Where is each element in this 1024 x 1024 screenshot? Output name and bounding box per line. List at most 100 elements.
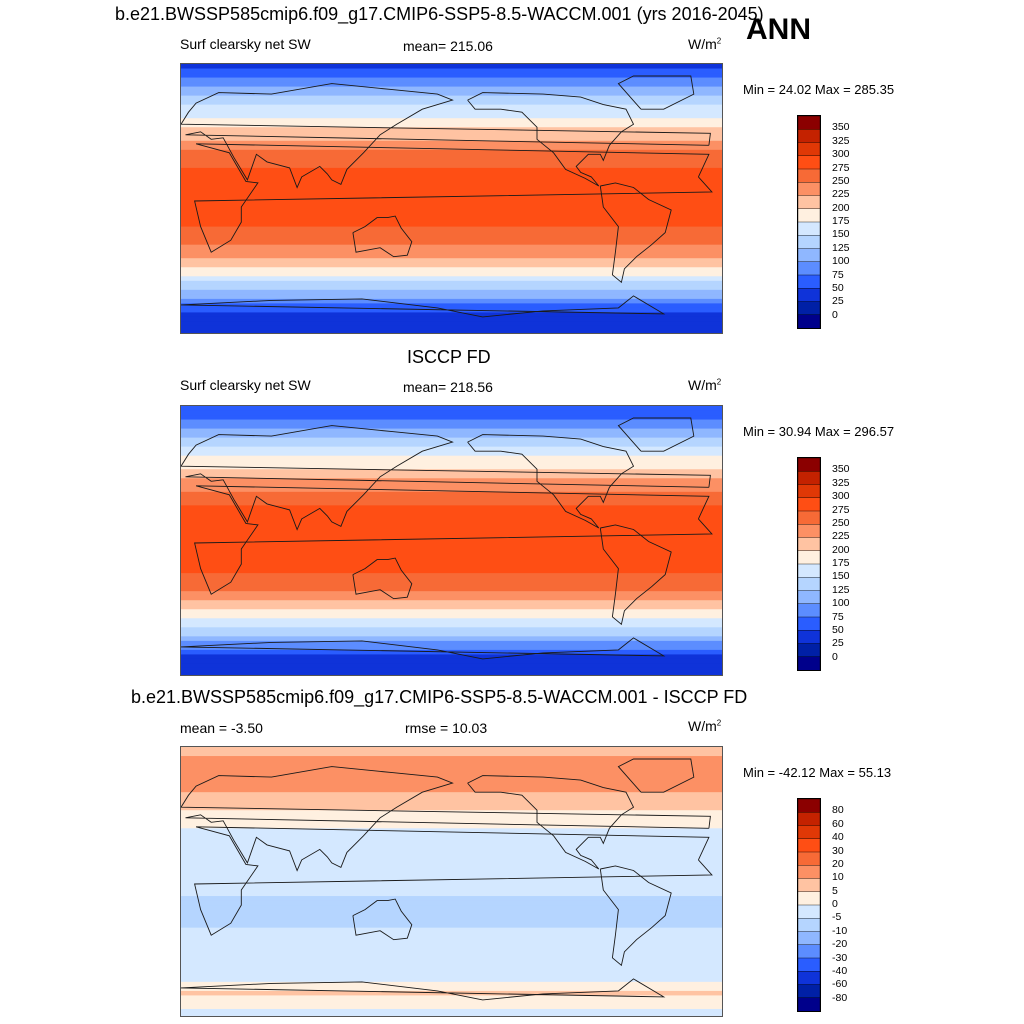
colorbar-tick-label: -60 bbox=[832, 978, 848, 991]
zonal-band bbox=[181, 527, 722, 534]
colorbar-tick-label: 150 bbox=[832, 570, 850, 583]
zonal-band bbox=[181, 446, 722, 452]
coastline bbox=[617, 417, 695, 452]
zonal-band bbox=[181, 559, 722, 565]
zonal-band bbox=[181, 787, 722, 793]
colorbar-swatch bbox=[798, 550, 820, 565]
zonal-band bbox=[181, 945, 722, 951]
coastline bbox=[352, 215, 413, 258]
panel1-heatmap bbox=[181, 64, 722, 333]
coastline bbox=[467, 92, 635, 187]
zonal-band bbox=[181, 595, 722, 601]
colorbar-swatch bbox=[798, 208, 820, 223]
colorbar-swatch bbox=[798, 643, 820, 658]
colorbar-swatch bbox=[798, 616, 820, 631]
zonal-band bbox=[181, 294, 722, 300]
zonal-band bbox=[181, 410, 722, 416]
zonal-band bbox=[181, 122, 722, 128]
coastline bbox=[599, 182, 672, 284]
zonal-band bbox=[181, 828, 722, 834]
colorbar-swatch bbox=[798, 182, 820, 197]
colorbar-swatch bbox=[798, 116, 820, 130]
zonal-band bbox=[181, 505, 722, 511]
zonal-band bbox=[181, 747, 722, 753]
coastline bbox=[194, 143, 713, 253]
zonal-band bbox=[181, 927, 722, 933]
panel2-variable-label: Surf clearsky net SW bbox=[180, 377, 311, 393]
zonal-band bbox=[181, 451, 722, 457]
zonal-band bbox=[181, 909, 722, 915]
zonal-band bbox=[181, 783, 722, 789]
panel1-units: W/m2 bbox=[688, 36, 722, 52]
panel1-map bbox=[180, 63, 723, 334]
panel3-colorbar-swatches bbox=[798, 799, 820, 1011]
zonal-band bbox=[181, 496, 722, 502]
colorbar-swatch bbox=[798, 261, 820, 276]
zonal-band bbox=[181, 86, 722, 92]
colorbar-swatch bbox=[798, 851, 820, 866]
colorbar-tick-label: -30 bbox=[832, 951, 848, 964]
zonal-band bbox=[181, 756, 722, 762]
zonal-band bbox=[181, 509, 722, 515]
zonal-band bbox=[181, 240, 722, 246]
zonal-band bbox=[181, 877, 722, 884]
zonal-band bbox=[181, 814, 722, 820]
zonal-band bbox=[181, 262, 722, 268]
colorbar-swatch bbox=[798, 799, 820, 813]
zonal-band bbox=[181, 586, 722, 592]
colorbar-tick-label: 50 bbox=[832, 623, 844, 636]
zonal-band bbox=[181, 841, 722, 847]
zonal-band bbox=[181, 424, 722, 430]
zonal-band bbox=[181, 792, 722, 798]
zonal-band bbox=[181, 769, 722, 775]
panel2-map bbox=[180, 405, 723, 676]
zonal-band bbox=[181, 82, 722, 88]
zonal-band bbox=[181, 249, 722, 255]
zonal-band bbox=[181, 568, 722, 574]
colorbar-swatch bbox=[798, 314, 820, 328]
zonal-band bbox=[181, 636, 722, 642]
coastline bbox=[181, 637, 666, 660]
zonal-band bbox=[181, 981, 722, 987]
zonal-band bbox=[181, 181, 722, 187]
colorbar-tick-label: 5 bbox=[832, 884, 838, 897]
zonal-band bbox=[181, 873, 722, 879]
zonal-band bbox=[181, 298, 722, 304]
colorbar-tick-label: 75 bbox=[832, 268, 844, 281]
zonal-band bbox=[181, 604, 722, 610]
colorbar-tick-label: 150 bbox=[832, 228, 850, 241]
colorbar-tick-label: 125 bbox=[832, 241, 850, 254]
panel3-heatmap bbox=[181, 747, 722, 1016]
colorbar-swatch bbox=[798, 484, 820, 499]
zonal-band bbox=[181, 995, 722, 1001]
zonal-band bbox=[181, 864, 722, 870]
colorbar-tick-label: 275 bbox=[832, 161, 850, 174]
zonal-band bbox=[181, 900, 722, 906]
panel3-title: b.e21.BWSSP585cmip6.f09_g17.CMIP6-SSP5-8… bbox=[131, 687, 748, 707]
zonal-band bbox=[181, 622, 722, 628]
panel1-colorbar bbox=[797, 115, 821, 329]
zonal-band bbox=[181, 433, 722, 439]
colorbar-tick-label: -5 bbox=[832, 911, 842, 924]
colorbar-swatch bbox=[798, 471, 820, 486]
colorbar-swatch bbox=[798, 537, 820, 552]
colorbar-swatch bbox=[798, 904, 820, 919]
zonal-band bbox=[181, 796, 722, 802]
colorbar-tick-label: 125 bbox=[832, 583, 850, 596]
zonal-band bbox=[181, 109, 722, 115]
colorbar-tick-label: 10 bbox=[832, 871, 844, 884]
zonal-band bbox=[181, 154, 722, 160]
zonal-band bbox=[181, 104, 722, 110]
zonal-band bbox=[181, 810, 722, 816]
coastline bbox=[352, 557, 413, 600]
colorbar-swatch bbox=[798, 931, 820, 946]
zonal-band bbox=[181, 846, 722, 852]
colorbar-tick-label: 325 bbox=[832, 476, 850, 489]
zonal-band bbox=[181, 226, 722, 232]
colorbar-tick-label: -80 bbox=[832, 991, 848, 1004]
zonal-band bbox=[181, 760, 722, 766]
zonal-band bbox=[181, 663, 722, 669]
zonal-band bbox=[181, 469, 722, 475]
colorbar-swatch bbox=[798, 590, 820, 605]
zonal-band bbox=[181, 765, 722, 771]
